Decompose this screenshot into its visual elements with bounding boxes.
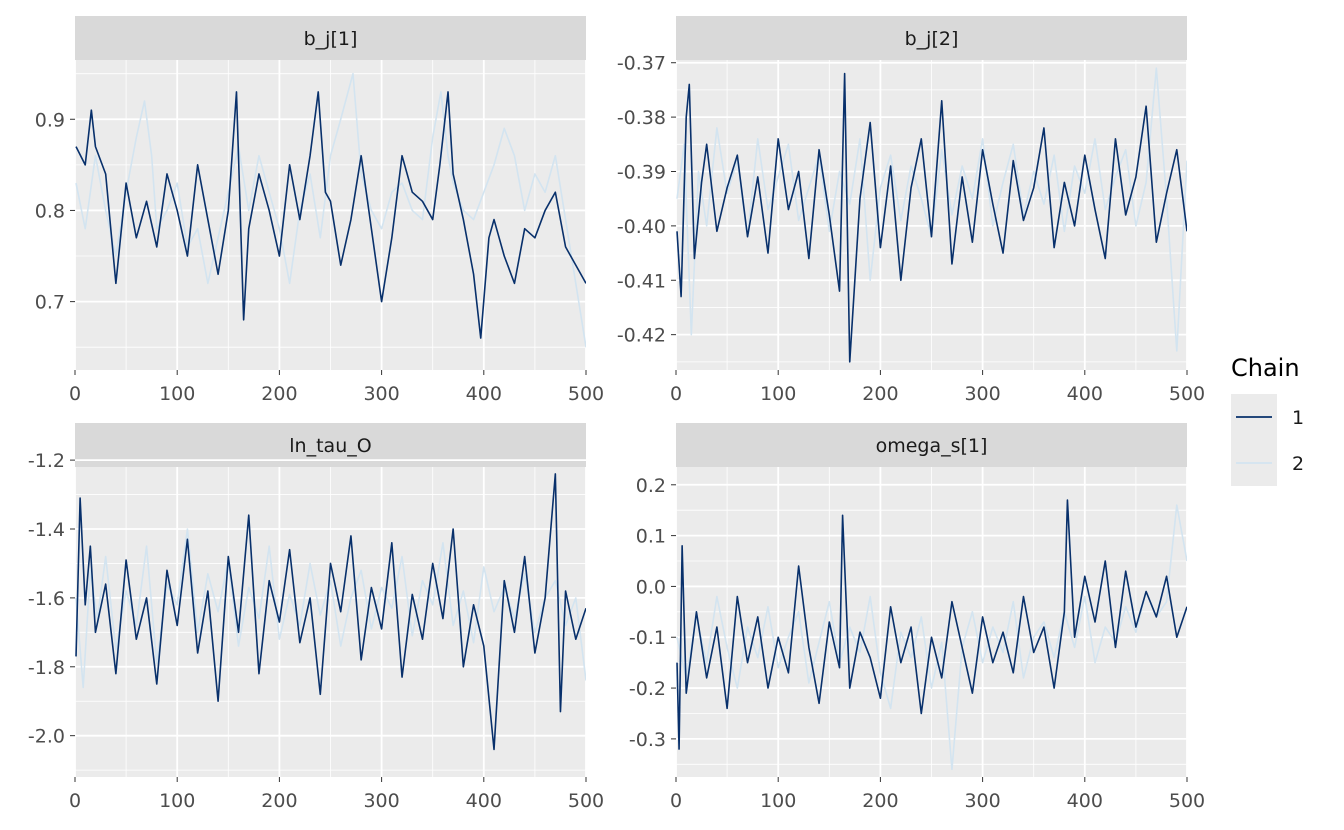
series-line-chain-2 [75,72,586,348]
x-tick-label: 0 [670,790,682,812]
x-tick-label: 200 [862,383,898,405]
y-tick-label: 0.0 [636,576,666,598]
facet-panel-4: omega_s[1] 0 100 200 300 400 500 -0.3 -0.2 -0.1 0.… [629,423,1205,812]
series-line-chain-1 [676,72,1187,363]
y-tick-label: -1.6 [28,588,65,610]
x-tick-label: 500 [1169,383,1205,405]
facet-strip [676,423,1187,467]
facet-strip [676,16,1187,60]
legend: Chain 1 2 [1231,354,1304,486]
facet-panel-3: ln_tau_O 0 100 200 300 400 500 -2.0 -1.8 -1.6 -1.4… [28,423,604,812]
facet-panel-1: b_j[1] 0 100 200 300 400 500 0.7 0.8 0.9 [35,16,604,405]
x-tick-label: 400 [1067,790,1103,812]
legend-entry-label: 1 [1292,407,1304,429]
series-line-chain-1 [676,499,1187,750]
x-tick-label: 300 [363,383,399,405]
y-tick-label: -0.2 [629,678,666,700]
x-tick-label: 200 [261,383,297,405]
facet-strip-label: b_j[1] [304,28,358,50]
x-tick-label: 300 [363,790,399,812]
y-tick-label: -2.0 [28,726,65,748]
x-tick-label: 100 [159,383,195,405]
y-tick-label: -0.38 [617,107,666,129]
x-tick-label: 400 [466,790,502,812]
x-tick-label: 100 [159,790,195,812]
y-tick-label: -0.40 [617,216,666,238]
series-line-chain-1 [75,473,586,751]
series-line-chain-1 [75,91,586,339]
y-tick-label: 0.1 [636,526,666,548]
x-tick-label: 0 [69,383,81,405]
facet-strip [75,16,586,60]
facet-strip-label: omega_s[1] [876,435,988,457]
y-tick-label: -0.1 [629,627,666,649]
y-tick-label: -0.3 [629,729,666,751]
x-tick-label: 200 [261,790,297,812]
y-tick-label: -0.37 [617,53,666,75]
x-tick-label: 0 [670,383,682,405]
legend-entry-label: 2 [1292,453,1304,475]
x-tick-label: 400 [1067,383,1103,405]
legend-title: Chain [1231,354,1300,382]
x-tick-label: 200 [862,790,898,812]
x-tick-label: 0 [69,790,81,812]
y-tick-label: 0.7 [35,292,65,314]
x-tick-label: 100 [760,790,796,812]
x-tick-label: 300 [964,790,1000,812]
x-tick-label: 500 [1169,790,1205,812]
x-tick-label: 500 [568,790,604,812]
facet-strip-label: ln_tau_O [289,435,371,457]
y-tick-label: 0.8 [35,200,65,222]
y-tick-label: -0.39 [617,161,666,183]
x-tick-label: 100 [760,383,796,405]
series-line-chain-2 [676,67,1187,352]
x-tick-label: 300 [964,383,1000,405]
facet-panel-2: b_j[2] 0 100 200 300 400 500 -0.42 -0.41 -0.40 -0.… [617,16,1205,405]
y-tick-label: -1.2 [28,450,65,472]
y-tick-label: -1.4 [28,519,65,541]
y-tick-label: 0.2 [636,475,666,497]
series-line-chain-2 [75,528,586,689]
y-tick-label: -1.8 [28,657,65,679]
y-tick-label: -0.41 [617,270,666,292]
x-tick-label: 500 [568,383,604,405]
facet-strip-label: b_j[2] [905,28,959,50]
x-tick-label: 400 [466,383,502,405]
y-tick-label: 0.9 [35,109,65,131]
y-tick-label: -0.42 [617,325,666,347]
